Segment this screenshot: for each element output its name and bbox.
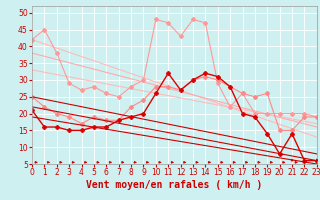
X-axis label: Vent moyen/en rafales ( km/h ): Vent moyen/en rafales ( km/h ) bbox=[86, 180, 262, 190]
